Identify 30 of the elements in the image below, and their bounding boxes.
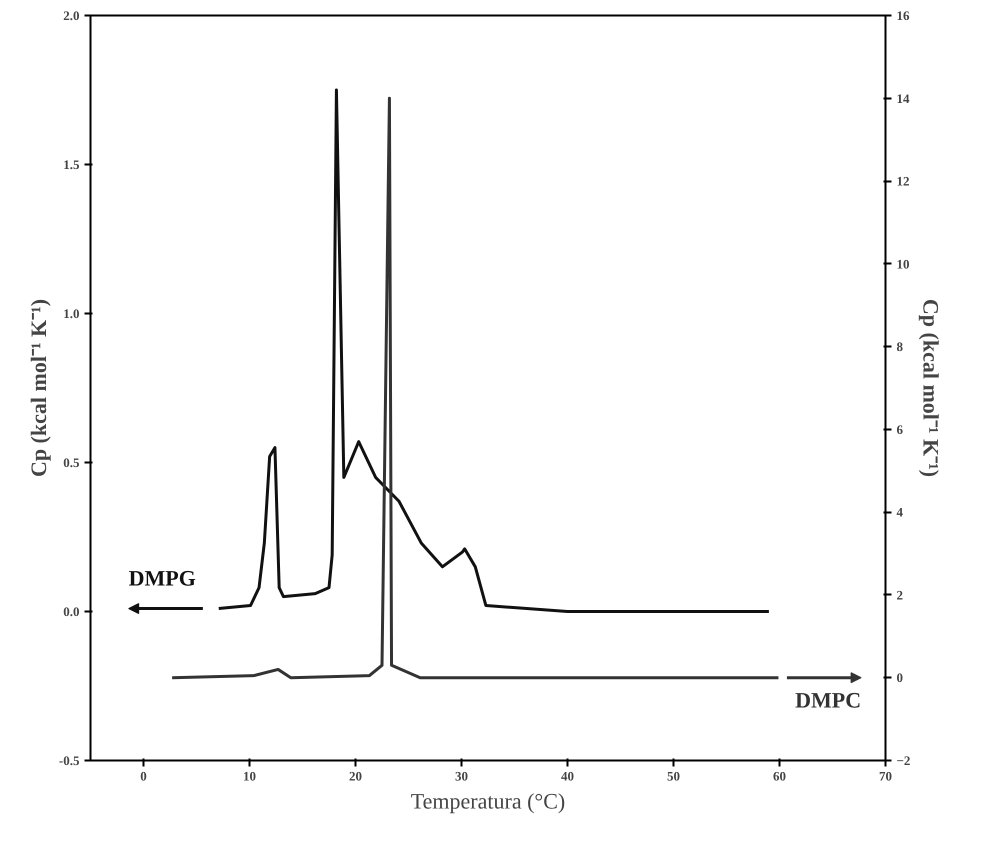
x-tick-label: 0 — [140, 768, 147, 784]
y-tick-label: 1.0 — [63, 306, 80, 321]
y2-tick-label: 14 — [896, 90, 910, 106]
x-tick-label: 10 — [243, 768, 256, 784]
y-tick-label: 1.5 — [63, 157, 80, 172]
y-tick-label: -0.5 — [58, 753, 80, 768]
line-series — [217, 88, 770, 613]
y2-tick-label: 2 — [896, 587, 903, 602]
y2-axis-title: Cp (kcal mol⁻¹ K⁻¹) — [918, 298, 944, 478]
y2-tick-label: 4 — [896, 504, 904, 520]
x-tick-label: 70 — [879, 768, 892, 784]
y2-tick-label: −2 — [896, 753, 910, 768]
x-tick-label: 60 — [773, 768, 786, 784]
y-axis-title: Cp (kcal mol⁻¹ K⁻¹) — [26, 298, 51, 478]
x-tick-label: 50 — [667, 768, 680, 784]
y2-tick-label: 16 — [896, 8, 910, 23]
legend-label: DMPC — [795, 688, 862, 713]
y-tick-label: 2.0 — [63, 8, 80, 23]
series-label: DMPG — [128, 566, 196, 591]
x-tick-label: 20 — [349, 768, 362, 784]
y-tick-label: 0.5 — [63, 455, 80, 470]
y2-tick-label: 12 — [896, 174, 910, 189]
y-tick-label: 0.0 — [63, 604, 80, 619]
y2-tick-label: 6 — [896, 422, 904, 437]
y2-tick-label: 0 — [896, 670, 903, 686]
y2-tick-label: 8 — [896, 339, 904, 354]
x-tick-label: 40 — [561, 768, 574, 784]
x-tick-label: 30 — [455, 768, 468, 784]
x-axis-title: Temperatura (°C) — [410, 788, 566, 814]
y2-tick-label: 10 — [896, 256, 910, 272]
